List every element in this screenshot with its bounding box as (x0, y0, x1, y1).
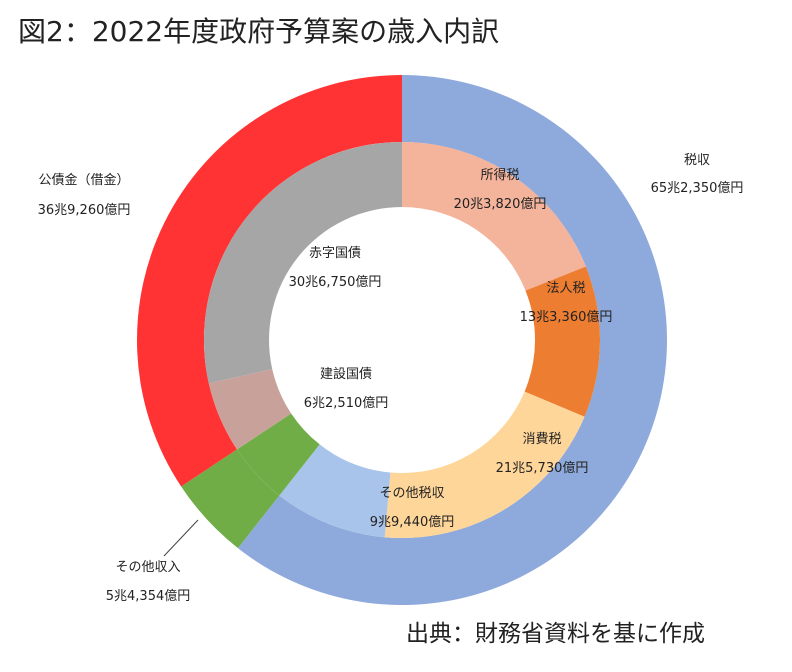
label-other-income-name: その他収入 (115, 560, 180, 575)
label-consumption-tax-value: 21兆5,730億円 (496, 460, 589, 476)
inner-slice-5 (208, 369, 292, 450)
inner-slice-4 (236, 413, 320, 496)
outer-ring (137, 75, 667, 605)
inner-ring (204, 142, 601, 538)
outer-slice-1 (181, 449, 280, 549)
label-construction-bonds-value: 6兆2,510億円 (304, 395, 389, 411)
label-public-bonds-value: 36兆9,260億円 (38, 202, 131, 218)
label-deficit-bonds-name: 赤字国債 (309, 246, 361, 261)
outer-slice-2 (137, 75, 402, 487)
inner-slice-0 (402, 142, 586, 291)
label-other-tax-value: 9兆9,440億円 (370, 514, 455, 530)
label-income-tax-value: 20兆3,820億円 (454, 196, 547, 212)
outer-slice-0 (237, 75, 667, 605)
label-public-bonds-name: 公債金（借金） (38, 172, 129, 188)
label-tax-revenue-value: 65兆2,350億円 (651, 180, 744, 196)
inner-slice-6 (204, 142, 402, 384)
inner-slice-3 (279, 444, 391, 538)
inner-slice-1 (524, 266, 601, 417)
source-note: 出典：財務省資料を基に作成 (406, 621, 705, 647)
label-tax-revenue-name: 税収 (684, 153, 710, 168)
leader-line-other-income (163, 519, 199, 557)
label-income-tax-name: 所得税 (480, 167, 519, 183)
label-construction-bonds-name: 建設国債 (320, 366, 372, 382)
label-corporate-tax-name: 法人税 (546, 281, 585, 296)
label-other-income-value: 5兆4,354億円 (106, 588, 191, 604)
label-consumption-tax-name: 消費税 (522, 432, 561, 447)
page-title: 図2：2022年度政府予算案の歳入内訳 (18, 15, 500, 48)
inner-slice-2 (384, 391, 585, 538)
label-deficit-bonds-value: 30兆6,750億円 (289, 274, 382, 290)
label-corporate-tax-value: 13兆3,360億円 (520, 309, 613, 325)
label-other-tax-name: その他税収 (379, 486, 444, 501)
